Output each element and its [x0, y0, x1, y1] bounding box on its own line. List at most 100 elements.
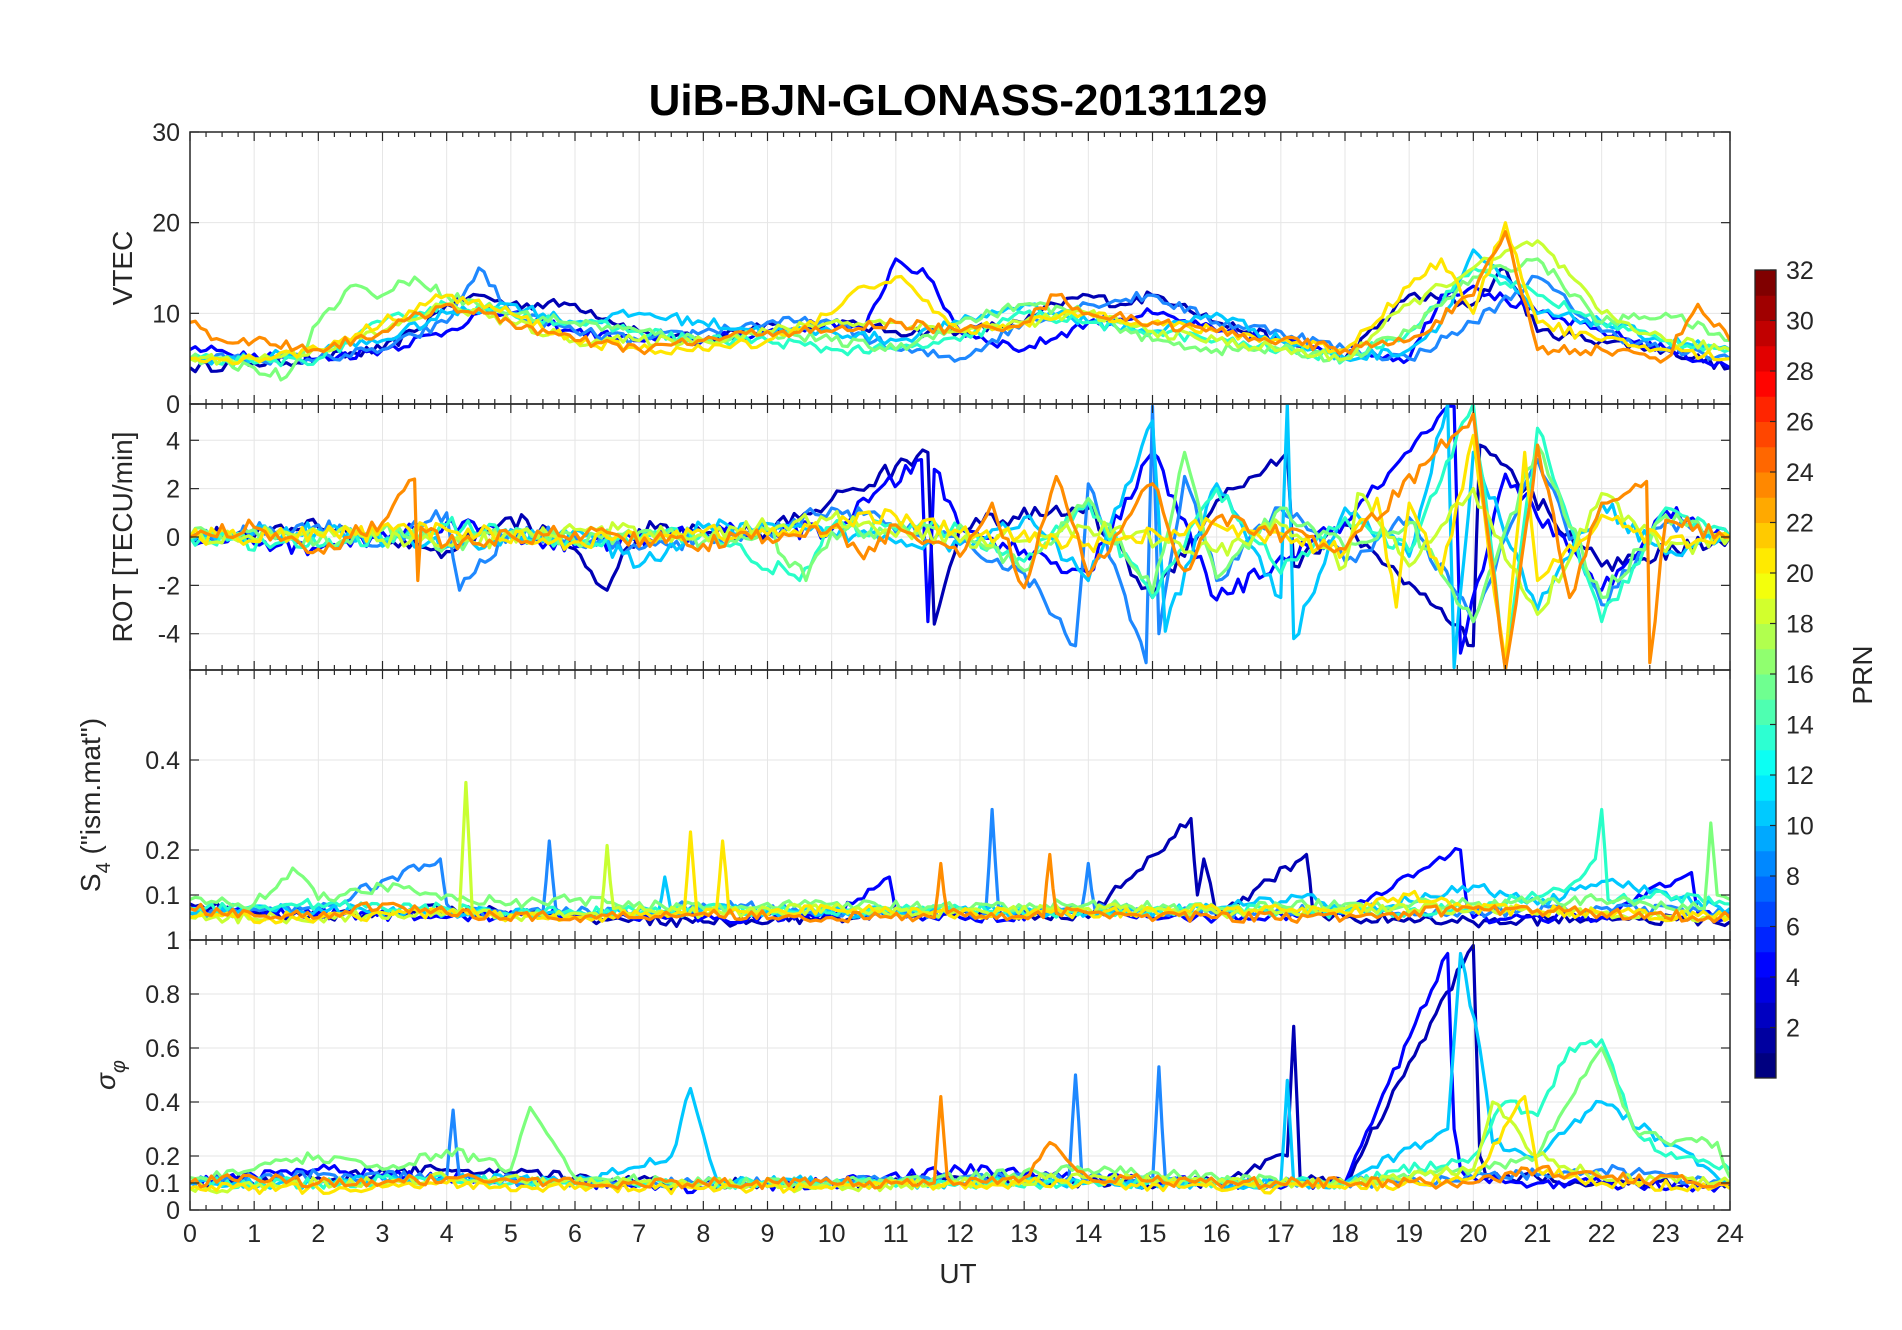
colorbar-tick-label: 30	[1786, 308, 1814, 336]
panel-1-ticks: 0 10 20 30	[152, 119, 1731, 419]
colorbar-bin	[1755, 724, 1776, 751]
colorbar-tick-label: 32	[1786, 257, 1814, 285]
panel-1-y-label: VTEC	[107, 231, 138, 306]
panel-1-series	[190, 221, 1730, 382]
y-tick-label: 0.6	[145, 1035, 180, 1063]
panel-3-ticks: 0.1 0.2 0.4	[145, 670, 1731, 940]
y-label-main: σ	[90, 1072, 121, 1090]
y-tick-label: 4	[166, 427, 180, 455]
x-tick-label: 9	[761, 1220, 775, 1248]
panel-4-ticks: 00.10.2 0.4 0.6 0.8 1	[145, 927, 1731, 1225]
series-line-prn-23	[190, 412, 1730, 670]
y-tick-label: 30	[152, 119, 180, 147]
x-tick-label: 22	[1588, 1220, 1616, 1248]
x-tick-label: 17	[1267, 1220, 1295, 1248]
x-tick-label: 10	[818, 1220, 846, 1248]
y-tick-label: 10	[152, 300, 180, 328]
panel-2-y-label: ROT [TECU/min]	[107, 431, 138, 642]
y-tick-label: 0.4	[145, 747, 180, 775]
colorbar-tick-label: 16	[1786, 661, 1814, 689]
panel-2-series	[190, 404, 1730, 670]
colorbar-tick-label: 12	[1786, 762, 1814, 790]
colorbar-tick-label: 22	[1786, 510, 1814, 538]
x-tick-label: 12	[946, 1220, 974, 1248]
colorbar-tick-label: 2	[1786, 1015, 1800, 1043]
x-tick-label: 8	[696, 1220, 710, 1248]
y-tick-label: 0	[166, 524, 180, 552]
y-tick-label: 1	[166, 927, 180, 955]
y-tick-label: 20	[152, 210, 180, 238]
colorbar-tick-label: 26	[1786, 409, 1814, 437]
colorbar-tick-label: 6	[1786, 914, 1800, 942]
colorbar-bin	[1755, 547, 1776, 574]
series-line-prn-23	[190, 1095, 1730, 1190]
colorbar-tick-label: 28	[1786, 358, 1814, 386]
series-line-prn-14	[190, 404, 1730, 670]
y-tick-label: 0	[166, 1197, 180, 1225]
panel-1: 0 10 20 30 VTEC	[107, 119, 1731, 419]
colorbar-bin	[1755, 1002, 1776, 1028]
colorbar-bin	[1755, 775, 1776, 801]
x-tick-label: 2	[311, 1220, 325, 1248]
x-tick-label: 14	[1074, 1220, 1102, 1248]
y-label-rest: ("ism.mat")	[75, 718, 106, 862]
x-tick-label: 21	[1524, 1220, 1552, 1248]
y-tick-label: 0.1	[145, 1170, 180, 1198]
colorbar-bin	[1755, 926, 1776, 953]
colorbar-bin	[1755, 825, 1776, 852]
colorbar-bin	[1755, 522, 1776, 549]
y-tick-label: 0.2	[145, 837, 180, 865]
x-tick-label: 15	[1139, 1220, 1167, 1248]
colorbar-bin	[1755, 598, 1776, 624]
colorbar-bin	[1755, 951, 1776, 978]
colorbar-bin	[1755, 623, 1776, 650]
x-tick-label: 13	[1010, 1220, 1038, 1248]
y-tick-label: 0	[166, 391, 180, 419]
colorbar-tick-label: 18	[1786, 611, 1814, 639]
colorbar-bin	[1755, 345, 1776, 372]
y-tick-label: -2	[158, 572, 180, 600]
colorbar-bin	[1755, 371, 1776, 397]
series-line-prn-5	[190, 847, 1730, 925]
y-tick-label: 0.1	[145, 882, 180, 910]
x-tick-label: 1	[247, 1220, 261, 1248]
colorbar-bin	[1755, 421, 1776, 448]
colorbar-bin	[1755, 1052, 1776, 1079]
series-line-prn-20	[190, 433, 1730, 665]
x-tick-label: 3	[376, 1220, 390, 1248]
colorbar-tick-label: 14	[1786, 712, 1814, 740]
x-tick-label: 19	[1395, 1220, 1423, 1248]
colorbar-tick-label: 10	[1786, 813, 1814, 841]
x-tick-label: 24	[1716, 1220, 1744, 1248]
colorbar-bin	[1755, 295, 1776, 321]
chart-title: UiB-BJN-GLONASS-20131129	[649, 76, 1268, 125]
colorbar-bin	[1755, 446, 1776, 473]
x-tick-label: 6	[568, 1220, 582, 1248]
colorbar-tick-label: 4	[1786, 964, 1800, 992]
series-line-prn-8	[190, 266, 1730, 366]
x-tick-label: 16	[1203, 1220, 1231, 1248]
colorbar-bin	[1755, 1027, 1776, 1054]
colorbar-bin	[1755, 800, 1776, 826]
colorbar-bin	[1755, 749, 1776, 776]
panel-3-y-label: S4 ("ism.mat")	[75, 718, 115, 892]
colorbar-bin	[1755, 699, 1776, 725]
colorbar-bin	[1755, 270, 1776, 296]
y-tick-label: 0.4	[145, 1089, 180, 1117]
y-label-subscript: φ	[108, 1060, 130, 1073]
x-tick-label: 11	[883, 1220, 909, 1248]
panel-3-series	[190, 780, 1730, 929]
x-tick-label: 5	[504, 1220, 518, 1248]
colorbar-bin	[1755, 674, 1776, 700]
colorbar-bin	[1755, 901, 1776, 927]
y-tick-label: 2	[166, 476, 180, 504]
x-tick-label: 23	[1652, 1220, 1680, 1248]
panel-4-series	[190, 943, 1730, 1196]
colorbar-label: PRN	[1847, 645, 1878, 704]
colorbar-tick-label: 20	[1786, 560, 1814, 588]
colorbar-bin	[1755, 396, 1776, 422]
panel-4: 00.10.2 0.4 0.6 0.8 1 σφ	[90, 927, 1731, 1225]
